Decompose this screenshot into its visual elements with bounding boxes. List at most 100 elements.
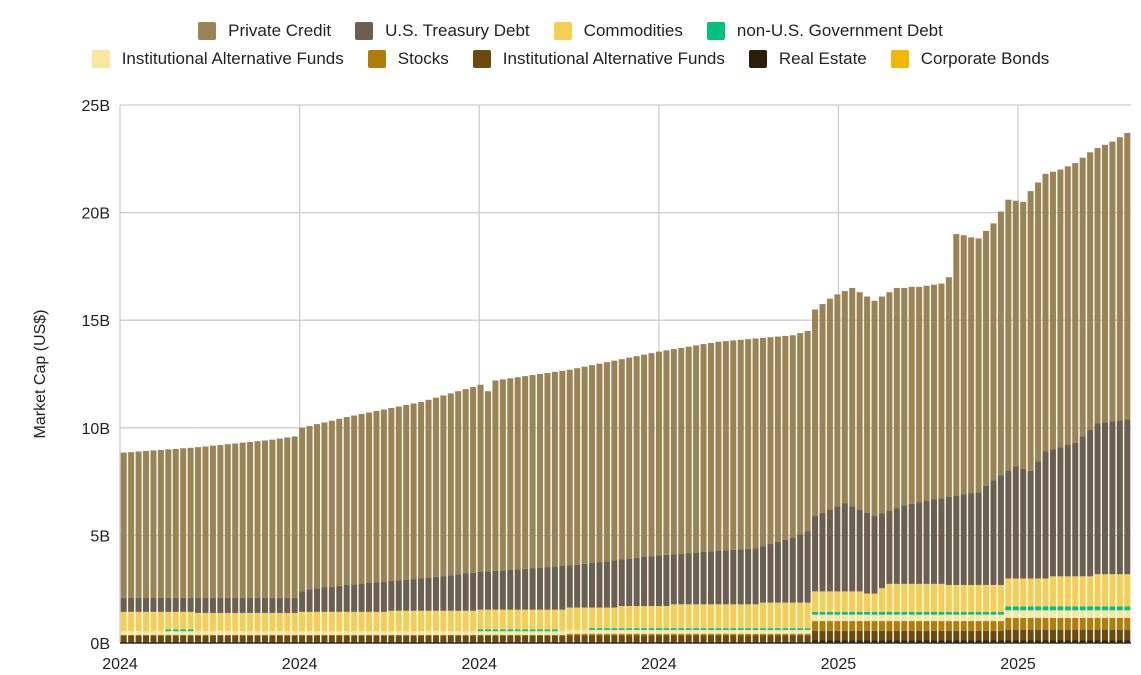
bar-stack[interactable] <box>499 379 506 644</box>
bar-stack[interactable] <box>135 451 142 644</box>
bar-stack[interactable] <box>566 369 573 644</box>
bar-stack[interactable] <box>745 339 752 644</box>
bar-stack[interactable] <box>849 287 856 644</box>
bar-stack[interactable] <box>930 284 938 644</box>
bar-stack[interactable] <box>886 292 893 644</box>
bar-stack[interactable] <box>313 424 321 644</box>
bar-stack[interactable] <box>470 386 477 644</box>
bar-stack[interactable] <box>997 211 1004 644</box>
bar-stack[interactable] <box>224 444 231 644</box>
bar-stack[interactable] <box>782 335 789 644</box>
bar-stack[interactable] <box>418 401 425 644</box>
bar-stack[interactable] <box>366 412 373 644</box>
bar-stack[interactable] <box>819 304 826 644</box>
bar-stack[interactable] <box>715 341 722 644</box>
bar-stack[interactable] <box>1049 171 1056 644</box>
bar-stack[interactable] <box>968 237 975 644</box>
legend-item-real-estate[interactable]: Real Estate <box>748 49 867 69</box>
bar-stack[interactable] <box>1020 201 1027 644</box>
bar-stack[interactable] <box>685 346 692 644</box>
bar-stack[interactable] <box>1079 157 1086 644</box>
bar-stack[interactable] <box>128 452 135 644</box>
bar-stack[interactable] <box>856 292 863 644</box>
bar-stack[interactable] <box>760 337 767 644</box>
bar-stack[interactable] <box>611 360 618 644</box>
bar-stack[interactable] <box>938 283 945 644</box>
bar-stack[interactable] <box>440 395 447 644</box>
bar-stack[interactable] <box>358 414 365 644</box>
bar-stack[interactable] <box>321 422 328 644</box>
bar-stack[interactable] <box>254 441 261 644</box>
bar-stack[interactable] <box>395 406 402 644</box>
bar-stack[interactable] <box>722 341 729 644</box>
bar-stack[interactable] <box>217 445 224 644</box>
bar-stack[interactable] <box>618 359 625 644</box>
bar-stack[interactable] <box>923 285 930 644</box>
bar-stack[interactable] <box>1087 152 1094 644</box>
bar-stack[interactable] <box>596 363 603 644</box>
bar-stack[interactable] <box>284 437 291 644</box>
bar-stack[interactable] <box>663 350 670 644</box>
bar-stack[interactable] <box>641 354 648 644</box>
bar-stack[interactable] <box>484 391 491 644</box>
legend-item-stocks[interactable]: Stocks <box>367 49 449 69</box>
bar-stack[interactable] <box>559 370 566 644</box>
bar-stack[interactable] <box>247 442 254 644</box>
bar-stack[interactable] <box>172 448 179 644</box>
bar-stack[interactable] <box>834 294 841 644</box>
legend-item-institutional-alternative-funds-dark[interactable]: Institutional Alternative Funds <box>472 49 725 69</box>
bar-stack[interactable] <box>908 286 915 644</box>
bar-stack[interactable] <box>693 345 700 644</box>
bar-stack[interactable] <box>1116 137 1123 644</box>
bar-stack[interactable] <box>336 418 343 644</box>
bar-stack[interactable] <box>1005 199 1012 644</box>
bar-stack[interactable] <box>432 397 439 644</box>
bar-stack[interactable] <box>209 445 216 644</box>
bar-stack[interactable] <box>1101 144 1108 644</box>
bar-stack[interactable] <box>797 333 804 644</box>
bar-stack[interactable] <box>269 439 276 644</box>
bar-stack[interactable] <box>1072 163 1079 644</box>
bar-stack[interactable] <box>767 337 774 644</box>
bar-stack[interactable] <box>351 415 358 644</box>
bar-stack[interactable] <box>589 365 596 644</box>
bar-stack[interactable] <box>492 380 499 644</box>
bar-stack[interactable] <box>195 447 202 644</box>
bar-stack[interactable] <box>737 339 744 644</box>
bar-stack[interactable] <box>990 223 997 644</box>
bar-stack[interactable] <box>878 296 885 644</box>
bar-stack[interactable] <box>655 351 662 644</box>
bar-stack[interactable] <box>202 446 209 644</box>
bar-stack[interactable] <box>343 417 350 644</box>
bar-stack[interactable] <box>120 452 127 644</box>
bar-stack[interactable] <box>633 356 640 644</box>
bar-stack[interactable] <box>143 451 150 644</box>
bar-stack[interactable] <box>410 403 417 644</box>
legend-item-private-credit[interactable]: Private Credit <box>198 21 331 41</box>
bar-stack[interactable] <box>826 298 833 644</box>
bar-stack[interactable] <box>150 450 157 644</box>
bar-stack[interactable] <box>804 330 811 644</box>
bar-stack[interactable] <box>261 440 268 644</box>
bar-stack[interactable] <box>975 238 982 644</box>
bar-stack[interactable] <box>380 409 387 644</box>
bar-stack[interactable] <box>789 335 796 644</box>
bar-stack[interactable] <box>180 448 187 644</box>
bar-stack[interactable] <box>239 442 246 644</box>
bar-stack[interactable] <box>447 393 454 644</box>
bar-stack[interactable] <box>373 411 380 644</box>
bar-stack[interactable] <box>232 443 239 644</box>
bar-stack[interactable] <box>529 375 536 644</box>
bar-stack[interactable] <box>960 235 967 644</box>
bar-stack[interactable] <box>522 376 529 644</box>
bar-stack[interactable] <box>916 286 923 644</box>
legend-item-institutional-alternative-funds-light[interactable]: Institutional Alternative Funds <box>91 49 344 69</box>
legend-item-non-us-government-debt[interactable]: non-U.S. Government Debt <box>706 21 943 41</box>
bar-stack[interactable] <box>581 366 588 644</box>
bar-stack[interactable] <box>291 436 298 644</box>
bar-stack[interactable] <box>1124 132 1131 644</box>
bar-stack[interactable] <box>574 368 581 644</box>
bar-stack[interactable] <box>901 287 908 644</box>
bar-stack[interactable] <box>388 408 395 644</box>
bar-stack[interactable] <box>536 374 544 644</box>
